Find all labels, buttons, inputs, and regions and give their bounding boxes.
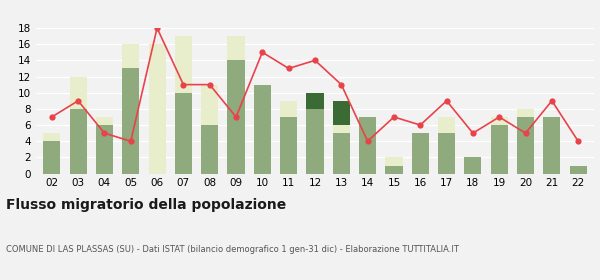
Bar xyxy=(385,157,403,165)
Text: COMUNE DI LAS PLASSAS (SU) - Dati ISTAT (bilancio demografico 1 gen-31 dic) - El: COMUNE DI LAS PLASSAS (SU) - Dati ISTAT … xyxy=(6,245,459,254)
Bar xyxy=(333,101,350,125)
Bar xyxy=(307,109,323,174)
Bar xyxy=(307,93,323,109)
Bar xyxy=(175,93,192,174)
Bar xyxy=(491,125,508,174)
Bar xyxy=(359,117,376,174)
Bar xyxy=(149,44,166,174)
Bar xyxy=(438,117,455,133)
Bar xyxy=(412,133,429,174)
Bar xyxy=(464,157,481,174)
Bar xyxy=(227,60,245,174)
Bar xyxy=(544,117,560,174)
Bar xyxy=(385,165,403,174)
Bar xyxy=(96,117,113,125)
Bar xyxy=(280,117,297,174)
Bar xyxy=(43,141,61,174)
Bar xyxy=(175,36,192,93)
Bar xyxy=(227,36,245,60)
Bar xyxy=(280,101,297,117)
Bar xyxy=(201,125,218,174)
Bar xyxy=(333,125,350,133)
Bar xyxy=(569,165,587,174)
Bar xyxy=(70,109,86,174)
Bar xyxy=(122,44,139,68)
Bar xyxy=(201,85,218,125)
Bar xyxy=(122,68,139,174)
Bar xyxy=(517,117,534,174)
Bar xyxy=(70,76,86,109)
Bar xyxy=(333,133,350,174)
Text: Flusso migratorio della popolazione: Flusso migratorio della popolazione xyxy=(6,198,286,212)
Bar xyxy=(254,85,271,174)
Bar xyxy=(43,133,61,141)
Bar xyxy=(517,109,534,117)
Bar xyxy=(491,117,508,125)
Bar xyxy=(438,133,455,174)
Bar xyxy=(96,125,113,174)
